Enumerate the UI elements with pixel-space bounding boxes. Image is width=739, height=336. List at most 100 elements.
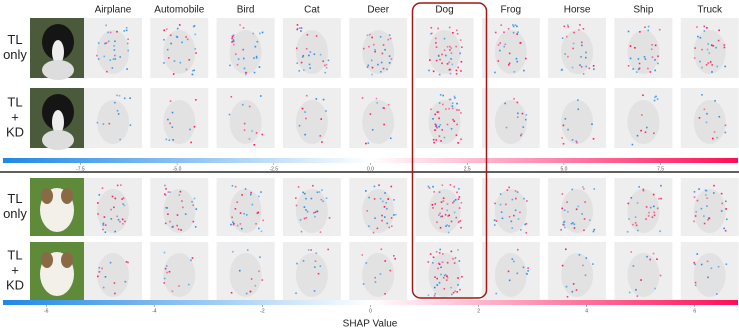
shap-pixel: [254, 45, 257, 48]
column-label: Airplane: [95, 5, 132, 16]
shap-pixel: [455, 73, 458, 75]
shap-pixel: [427, 261, 430, 263]
shap-silhouette: [627, 30, 660, 74]
shap-pixel: [306, 210, 309, 213]
shap-pixel: [582, 73, 585, 75]
shap-pixel: [567, 25, 570, 28]
shap-pixel: [176, 27, 179, 30]
shap-pixel: [713, 131, 716, 133]
shap-pixel: [313, 53, 316, 56]
shap-pixel: [436, 126, 438, 129]
shap-pixel: [371, 128, 374, 131]
shap-pixel: [571, 66, 574, 69]
shap-pixel: [697, 35, 699, 38]
shap-pixel: [593, 228, 596, 231]
shap-pixel: [125, 26, 128, 29]
shap-pixel: [460, 60, 463, 63]
shap-pixel: [367, 142, 370, 144]
shap-pixel: [723, 44, 726, 46]
shap-pixel: [435, 251, 438, 253]
shap-pixel: [234, 208, 237, 210]
shap-pixel: [384, 48, 386, 51]
shap-pixel: [435, 59, 438, 62]
shap-pixel: [455, 216, 458, 219]
shap-pixel: [520, 133, 523, 135]
shap-pixel: [566, 24, 569, 26]
shap-pixel: [363, 47, 365, 50]
shap-pixel: [636, 295, 639, 297]
photo-dog-face: [52, 40, 64, 64]
shap-pixel: [438, 135, 441, 137]
shap-pixel: [458, 207, 461, 209]
shap-pixel: [230, 291, 233, 294]
shap-pixel: [383, 123, 385, 126]
shap-pixel: [515, 197, 517, 200]
shap-pixel: [588, 219, 591, 221]
shap-pixel: [460, 46, 463, 48]
shap-pixel: [114, 58, 117, 60]
shap-pixel: [430, 108, 432, 111]
shap-pixel: [658, 28, 661, 31]
shap-pixel: [116, 94, 118, 97]
shap-pixel: [102, 286, 105, 289]
shap-pixel: [459, 288, 461, 291]
shap-pixel: [443, 37, 446, 40]
shap-pixel: [503, 45, 506, 48]
shap-pixel: [460, 70, 462, 72]
shap-pixel: [117, 218, 120, 221]
shap-pixel: [375, 97, 378, 100]
shap-pixel: [166, 271, 168, 274]
shap-pixel: [499, 49, 501, 52]
shap-pixel: [373, 198, 376, 200]
shap-pixel: [296, 28, 299, 31]
shap-pixel: [427, 185, 430, 188]
shap-pixel: [512, 24, 514, 26]
shap-pixel: [696, 253, 699, 255]
column-label: Ship: [633, 5, 653, 16]
shap-pixel: [365, 142, 367, 145]
shap-pixel: [657, 62, 659, 65]
shap-pixel: [456, 191, 458, 194]
shap-pixel: [388, 55, 391, 57]
shap-pixel: [561, 264, 564, 267]
colorbar: [3, 158, 738, 163]
shap-pixel: [373, 43, 375, 46]
shap-pixel: [439, 123, 442, 126]
shap-pixel: [316, 191, 319, 194]
shap-pixel: [163, 277, 166, 280]
shap-pixel: [369, 33, 371, 36]
shap-pixel: [561, 68, 563, 71]
shap-pixel: [236, 224, 239, 227]
shap-pixel: [499, 203, 502, 206]
shap-pixel: [252, 32, 254, 35]
shap-pixel: [379, 35, 382, 38]
shap-pixel: [452, 118, 454, 121]
shap-pixel: [453, 211, 456, 214]
shap-pixel: [389, 269, 392, 272]
shap-pixel: [693, 196, 696, 199]
shap-pixel: [258, 66, 261, 68]
shap-pixel: [508, 279, 511, 282]
shap-pixel: [647, 215, 650, 217]
shap-pixel: [452, 291, 455, 294]
shap-pixel: [300, 61, 303, 64]
shap-pixel: [495, 220, 498, 222]
shap-pixel: [448, 214, 451, 217]
shap-pixel: [437, 55, 440, 57]
shap-pixel: [296, 62, 299, 65]
shap-pixel: [255, 57, 258, 59]
shap-pixel: [260, 191, 262, 193]
shap-pixel: [649, 71, 652, 73]
shap-pixel: [656, 207, 659, 210]
shap-pixel: [118, 94, 121, 97]
shap-pixel: [725, 208, 727, 210]
shap-pixel: [566, 201, 568, 203]
shap-pixel: [652, 252, 655, 255]
shap-pixel: [245, 71, 247, 74]
shap-pixel: [713, 184, 715, 187]
shap-pixel: [456, 290, 459, 293]
shap-pixel: [460, 226, 462, 229]
shap-pixel: [165, 206, 167, 209]
shap-pixel: [392, 254, 395, 257]
shap-pixel: [654, 96, 656, 99]
